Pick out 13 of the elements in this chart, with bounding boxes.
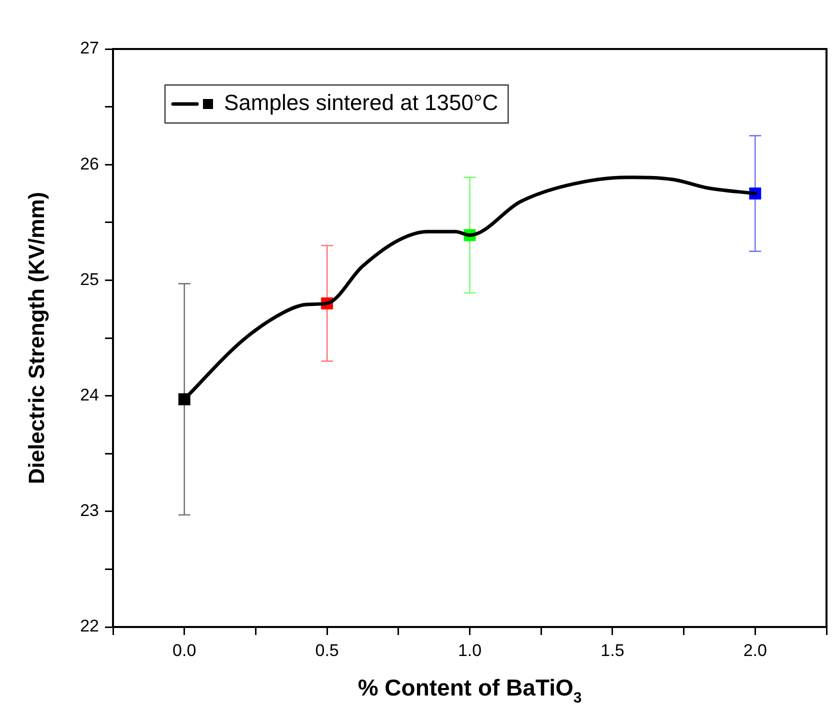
x-tick-label: 0.0 xyxy=(172,640,196,660)
legend-label: Samples sintered at 1350°C xyxy=(224,90,498,116)
x-tick-label: 1.0 xyxy=(458,640,482,660)
y-tick-label: 23 xyxy=(80,501,99,520)
y-tick-label: 27 xyxy=(80,38,99,58)
y-tick-label: 24 xyxy=(80,385,99,404)
y-tick-label: 22 xyxy=(80,616,99,636)
x-tick-label: 1.5 xyxy=(600,640,624,660)
y-tick-label: 25 xyxy=(80,270,99,289)
x-tick-label: 2.0 xyxy=(743,640,767,660)
x-tick-label: 0.5 xyxy=(315,640,339,660)
y-axis-title: Dielectric Strength (KV/mm) xyxy=(24,192,50,484)
y-tick-label: 26 xyxy=(80,154,99,174)
